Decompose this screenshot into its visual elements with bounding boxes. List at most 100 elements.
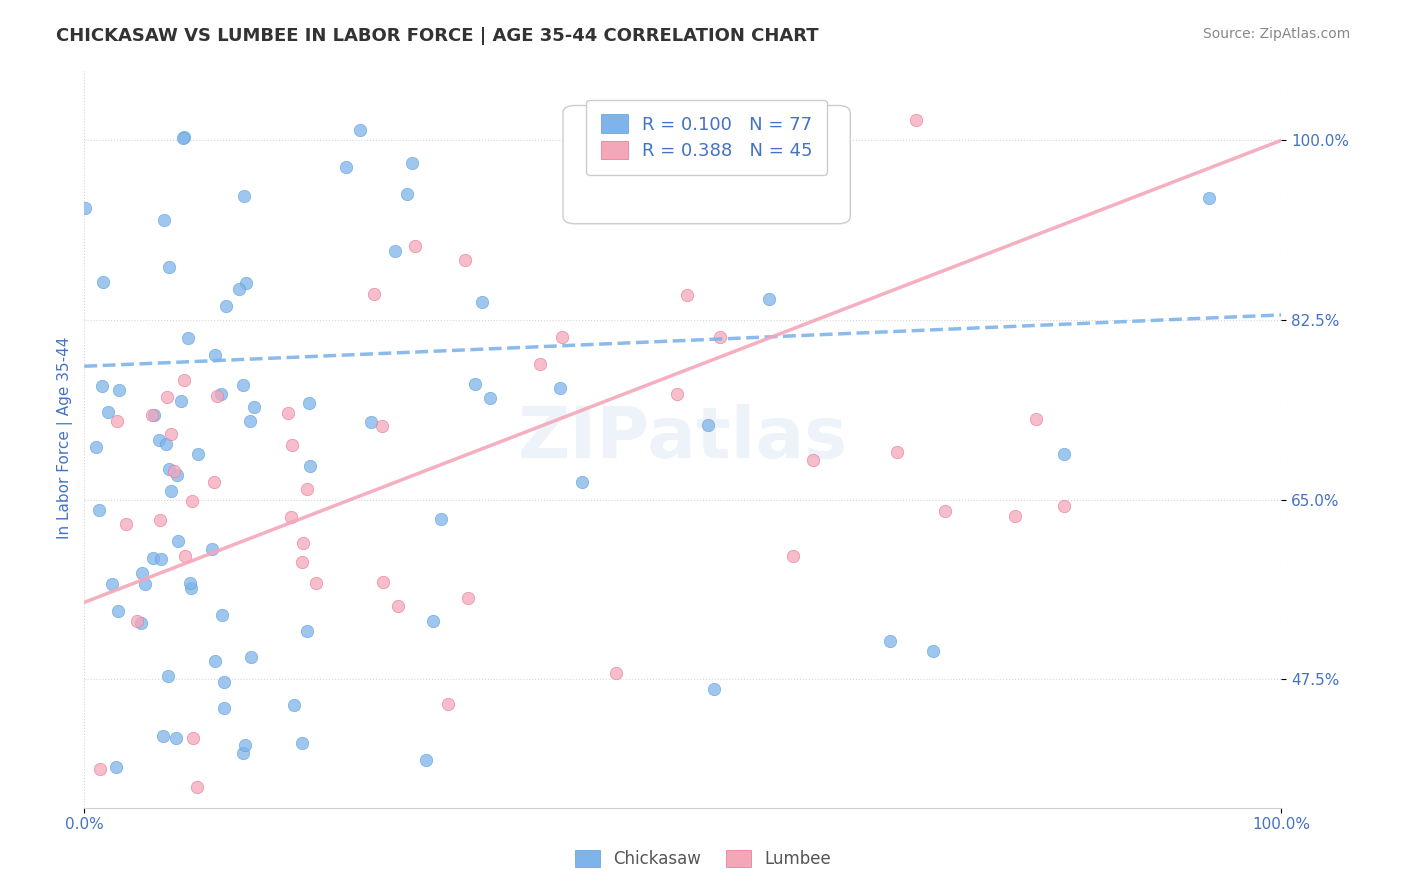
Chickasaw bbox=[179, 576, 201, 591]
Chickasaw bbox=[209, 386, 232, 401]
Lumbee bbox=[666, 387, 689, 401]
Chickasaw bbox=[384, 244, 406, 258]
Chickasaw bbox=[233, 188, 256, 202]
Chickasaw bbox=[298, 395, 321, 409]
Y-axis label: In Labor Force | Age 35-44: In Labor Force | Age 35-44 bbox=[58, 337, 73, 540]
Chickasaw bbox=[152, 730, 174, 744]
Chickasaw bbox=[415, 753, 437, 767]
Chickasaw bbox=[349, 123, 371, 137]
Lumbee bbox=[89, 762, 111, 776]
Chickasaw bbox=[155, 437, 177, 451]
Lumbee bbox=[905, 112, 928, 127]
Chickasaw bbox=[204, 348, 226, 362]
Chickasaw bbox=[232, 747, 254, 761]
Lumbee bbox=[202, 475, 225, 490]
Lumbee bbox=[173, 373, 195, 387]
Chickasaw bbox=[235, 738, 257, 752]
Lumbee bbox=[174, 549, 197, 563]
Chickasaw bbox=[211, 608, 233, 623]
Chickasaw bbox=[131, 566, 153, 580]
Lumbee bbox=[181, 731, 204, 746]
Lumbee bbox=[159, 426, 181, 441]
Lumbee bbox=[156, 390, 179, 404]
Text: CHICKASAW VS LUMBEE IN LABOR FORCE | AGE 35-44 CORRELATION CHART: CHICKASAW VS LUMBEE IN LABOR FORCE | AGE… bbox=[56, 27, 818, 45]
Chickasaw bbox=[697, 417, 720, 432]
Chickasaw bbox=[235, 277, 257, 291]
Chickasaw bbox=[177, 331, 200, 345]
Chickasaw bbox=[166, 468, 188, 483]
Chickasaw bbox=[172, 131, 194, 145]
Lumbee bbox=[676, 288, 699, 302]
Chickasaw bbox=[153, 213, 176, 227]
Chickasaw bbox=[157, 462, 180, 476]
Chickasaw bbox=[105, 759, 128, 773]
Chickasaw bbox=[89, 502, 111, 516]
Lumbee bbox=[181, 494, 204, 508]
Lumbee bbox=[105, 414, 128, 428]
Chickasaw bbox=[97, 405, 120, 419]
Lumbee bbox=[454, 252, 477, 267]
Lumbee bbox=[277, 406, 299, 420]
FancyBboxPatch shape bbox=[562, 105, 851, 224]
Chickasaw bbox=[298, 459, 321, 474]
Chickasaw bbox=[548, 381, 571, 395]
Chickasaw bbox=[84, 440, 107, 454]
Lumbee bbox=[305, 575, 328, 590]
Chickasaw bbox=[201, 541, 224, 556]
Lumbee bbox=[371, 574, 394, 589]
Chickasaw bbox=[91, 379, 114, 393]
Chickasaw bbox=[283, 698, 305, 713]
Chickasaw bbox=[212, 674, 235, 689]
Lumbee bbox=[141, 408, 163, 422]
Lumbee bbox=[149, 513, 172, 527]
Legend: Chickasaw, Lumbee: Chickasaw, Lumbee bbox=[568, 843, 838, 875]
Lumbee bbox=[387, 599, 409, 613]
Chickasaw bbox=[922, 643, 945, 657]
Lumbee bbox=[529, 357, 551, 371]
Lumbee bbox=[801, 452, 824, 467]
Chickasaw bbox=[108, 384, 131, 398]
Chickasaw bbox=[239, 414, 262, 428]
Chickasaw bbox=[73, 201, 96, 215]
Chickasaw bbox=[464, 376, 486, 391]
Chickasaw bbox=[430, 511, 453, 525]
Chickasaw bbox=[157, 669, 180, 683]
Chickasaw bbox=[91, 275, 114, 289]
Chickasaw bbox=[142, 551, 165, 566]
Lumbee bbox=[605, 666, 627, 681]
Lumbee bbox=[291, 555, 314, 569]
Lumbee bbox=[125, 614, 148, 628]
Chickasaw bbox=[879, 633, 901, 648]
Chickasaw bbox=[166, 533, 188, 548]
Chickasaw bbox=[187, 447, 209, 461]
Lumbee bbox=[1004, 508, 1026, 523]
Lumbee bbox=[114, 517, 136, 532]
Chickasaw bbox=[758, 293, 780, 307]
Chickasaw bbox=[180, 581, 202, 595]
Lumbee bbox=[186, 780, 208, 794]
Lumbee bbox=[281, 438, 304, 452]
Chickasaw bbox=[134, 577, 156, 591]
Lumbee bbox=[363, 287, 385, 301]
Chickasaw bbox=[160, 484, 183, 499]
Lumbee bbox=[205, 389, 228, 403]
Chickasaw bbox=[295, 624, 318, 639]
Lumbee bbox=[709, 330, 731, 344]
Chickasaw bbox=[422, 614, 444, 628]
Chickasaw bbox=[228, 282, 250, 296]
Chickasaw bbox=[479, 391, 502, 405]
Chickasaw bbox=[148, 433, 170, 447]
Lumbee bbox=[295, 482, 318, 496]
Chickasaw bbox=[107, 604, 129, 618]
Chickasaw bbox=[173, 130, 195, 145]
Chickasaw bbox=[165, 731, 187, 746]
Chickasaw bbox=[232, 377, 254, 392]
Chickasaw bbox=[169, 393, 191, 408]
Chickasaw bbox=[401, 155, 423, 169]
Chickasaw bbox=[239, 649, 262, 664]
Text: Source: ZipAtlas.com: Source: ZipAtlas.com bbox=[1202, 27, 1350, 41]
Chickasaw bbox=[142, 409, 165, 423]
Lumbee bbox=[437, 697, 460, 711]
Chickasaw bbox=[150, 552, 173, 566]
Lumbee bbox=[404, 239, 426, 253]
